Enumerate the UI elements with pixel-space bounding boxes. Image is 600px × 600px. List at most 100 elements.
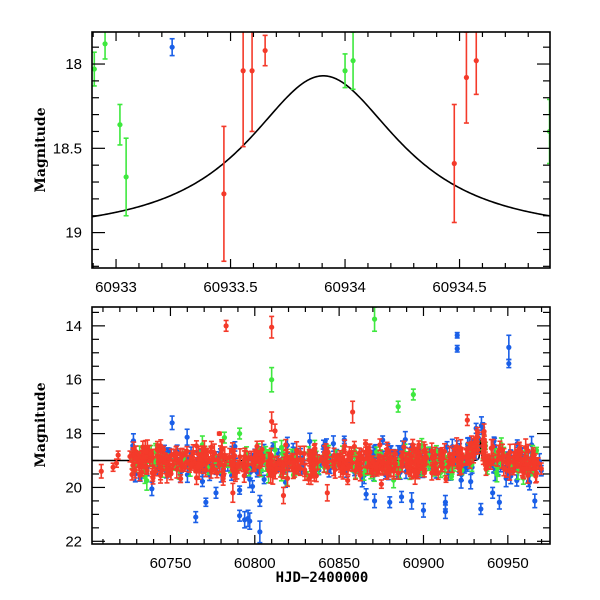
marker — [193, 443, 200, 449]
data-point — [506, 334, 512, 361]
marker — [451, 160, 457, 167]
data-point — [247, 512, 253, 530]
data-point — [454, 344, 460, 353]
marker — [456, 449, 462, 455]
marker — [331, 465, 337, 471]
data-point — [102, 32, 108, 60]
plot-frame — [91, 31, 551, 269]
marker — [490, 490, 496, 496]
marker — [416, 442, 422, 448]
marker — [411, 468, 417, 474]
data-point — [392, 451, 398, 469]
marker — [415, 469, 421, 476]
marker — [160, 447, 167, 453]
marker — [442, 499, 449, 505]
data-point — [241, 450, 247, 470]
marker — [371, 498, 378, 504]
marker — [398, 494, 405, 500]
marker — [249, 68, 255, 74]
data-point — [154, 444, 161, 456]
series-blue — [169, 37, 175, 57]
model-curve-layer — [92, 75, 550, 218]
marker — [351, 443, 357, 450]
data-point — [490, 438, 496, 455]
marker — [331, 452, 337, 458]
marker — [177, 451, 183, 457]
marker — [429, 470, 435, 476]
marker — [203, 499, 209, 505]
marker — [465, 446, 472, 452]
marker — [420, 507, 427, 513]
marker — [237, 487, 243, 493]
model-curve — [92, 75, 550, 218]
marker — [144, 478, 150, 484]
data-point — [454, 331, 460, 339]
marker — [302, 467, 308, 473]
marker — [256, 463, 263, 470]
x-tick-label: 60933.5 — [203, 279, 257, 296]
marker — [102, 41, 108, 47]
marker — [429, 453, 436, 459]
marker — [297, 465, 303, 472]
data-point — [490, 486, 496, 500]
data-point — [451, 453, 457, 467]
marker — [272, 447, 278, 453]
marker — [139, 459, 145, 465]
marker — [283, 442, 289, 448]
marker — [380, 437, 386, 443]
data-point — [468, 473, 474, 490]
marker — [237, 513, 243, 519]
marker — [215, 456, 221, 463]
y-tick-label: 19 — [65, 225, 82, 242]
marker — [510, 468, 516, 475]
data-point — [399, 460, 405, 469]
marker — [330, 441, 337, 447]
data-point — [481, 433, 487, 450]
marker — [143, 449, 149, 455]
data-point — [496, 494, 502, 510]
marker — [184, 434, 190, 440]
data-point — [403, 452, 409, 466]
marker — [284, 475, 291, 481]
data-point — [416, 452, 422, 471]
marker — [323, 450, 329, 456]
data-point — [219, 440, 225, 459]
data-point — [148, 450, 154, 459]
y-axis-title: Magnitude — [33, 107, 49, 192]
marker — [378, 481, 384, 487]
marker — [169, 44, 175, 50]
data-point — [143, 446, 149, 457]
marker — [512, 450, 518, 456]
marker — [92, 66, 97, 72]
data-point — [538, 462, 544, 475]
marker — [538, 465, 544, 472]
marker — [208, 444, 215, 450]
data-point — [446, 445, 453, 464]
marker — [481, 428, 487, 435]
data-point — [346, 462, 352, 472]
data-point — [193, 510, 199, 524]
x-tick-label: 60934 — [324, 279, 366, 296]
data-point — [342, 439, 348, 453]
marker — [150, 475, 156, 481]
marker — [391, 468, 397, 474]
y-tick-labels: 18 18.5 19 — [53, 56, 82, 242]
marker — [147, 458, 153, 464]
marker — [257, 498, 263, 504]
marker — [376, 457, 382, 463]
marker — [342, 68, 348, 74]
y-tick-label: 18 — [65, 56, 82, 73]
data-point — [350, 32, 356, 91]
marker — [454, 346, 460, 352]
data-point — [342, 53, 348, 89]
data-point — [523, 438, 529, 457]
data-point — [237, 427, 243, 440]
marker — [268, 460, 274, 466]
marker — [232, 443, 238, 450]
marker — [490, 457, 497, 464]
data-point — [182, 462, 188, 473]
data-point — [177, 448, 183, 460]
data-point — [208, 440, 215, 454]
marker — [276, 461, 282, 467]
